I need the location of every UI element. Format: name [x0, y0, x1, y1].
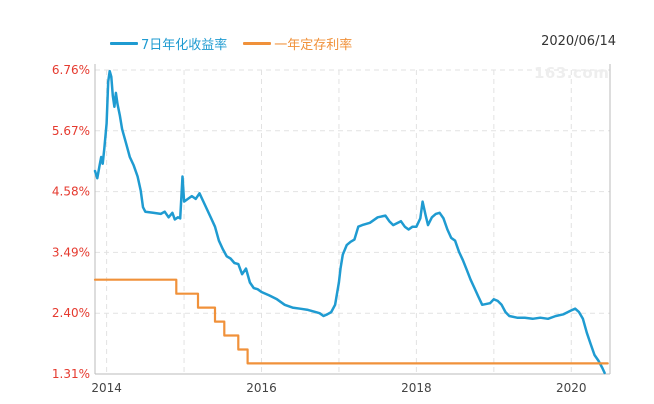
legend-item-deposit[interactable]: 一年定存利率 [243, 34, 352, 53]
y-tick-label: 5.67% [52, 124, 90, 138]
y-tick-label: 3.49% [52, 245, 90, 259]
series-line-yield [93, 69, 606, 375]
tick-layer: 6.76% 5.67% 4.58% 3.49% 2.40% 1.31%2014 2016 20… [52, 63, 587, 395]
legend-swatch-yield [110, 41, 138, 45]
date-label: 2020/06/14 [541, 34, 616, 49]
series-line-deposit [93, 278, 609, 365]
watermark: 163.com [534, 64, 610, 82]
axis-layer [94, 64, 611, 375]
legend-label-deposit: 一年定存利率 [274, 37, 353, 53]
y-tick-label: 2.40% [52, 306, 90, 320]
y-tick-label: 6.76% [52, 63, 90, 77]
y-tick-label: 1.31% [52, 367, 90, 381]
legend-swatch-deposit [243, 41, 272, 45]
legend: 7日年化收益率 一年定存利率 [110, 33, 368, 53]
x-tick-label: 2018 [401, 381, 432, 395]
legend-label-yield: 7日年化收益率 [141, 37, 228, 53]
x-tick-label: 2016 [246, 381, 277, 395]
legend-item-yield[interactable]: 7日年化收益率 [110, 34, 227, 53]
y-tick-label: 4.58% [52, 185, 90, 199]
x-tick-label: 2014 [91, 381, 122, 395]
grid-layer [95, 69, 610, 375]
series-layer [93, 69, 609, 375]
x-tick-label: 2020 [556, 381, 587, 395]
